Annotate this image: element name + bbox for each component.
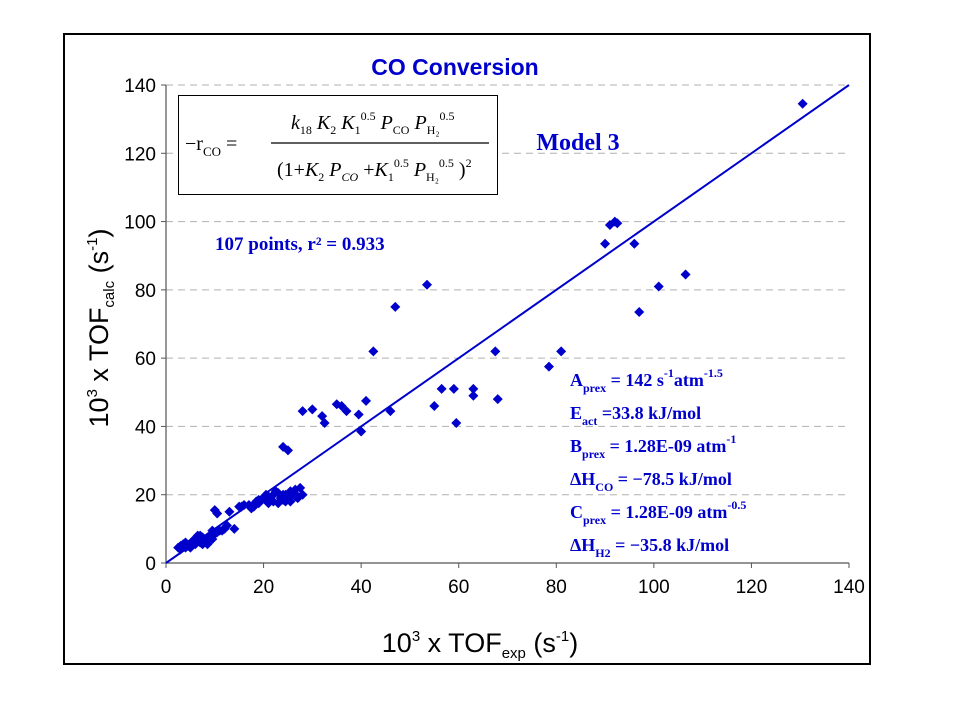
data-point-54 <box>341 406 352 417</box>
y-tick-label-120: 120 <box>124 144 156 165</box>
data-point-106 <box>195 530 206 541</box>
y-tick-labels: 0 20 40 60 80 100 120 140 <box>124 76 156 575</box>
data-point-100 <box>207 525 218 536</box>
data-point-20 <box>224 506 235 517</box>
data-point-99 <box>202 539 213 550</box>
data-points <box>173 98 808 555</box>
data-point-56 <box>356 426 367 437</box>
equation-lhs: −rCO = <box>185 133 237 159</box>
x-tick-label-0: 0 <box>161 577 172 598</box>
x-tick-label-100: 100 <box>638 577 670 598</box>
x-tick-label-80: 80 <box>546 577 567 598</box>
equation-denominator: (1+K2 PCO +K10.5 PH₂0.5 )2 <box>277 156 472 184</box>
data-point-88 <box>246 503 257 514</box>
data-point-18 <box>212 508 223 519</box>
parameter-3: ΔHCO = −78.5 kJ/mol <box>570 469 732 494</box>
data-point-55 <box>353 409 364 420</box>
data-point-89 <box>253 494 264 505</box>
data-point-59 <box>390 301 401 312</box>
data-point-76 <box>629 238 640 249</box>
x-axis-label: 103 x TOFexp (s-1) <box>382 628 578 662</box>
parameter-0: Aprex = 142 s-1atm-1.5 <box>570 366 723 395</box>
data-point-72 <box>600 238 611 249</box>
equation-numerator: k18 K2 K10.5 PCO PH₂0.5 <box>291 109 455 137</box>
data-point-101 <box>221 520 232 531</box>
data-point-65 <box>451 418 462 429</box>
parameter-2: Bprex = 1.28E-09 atm-1 <box>570 432 736 461</box>
y-tick-label-0: 0 <box>145 554 156 575</box>
data-point-68 <box>490 346 501 357</box>
data-point-75 <box>612 218 623 229</box>
y-tick-label-100: 100 <box>124 213 156 234</box>
data-point-105 <box>292 491 303 502</box>
x-tick-label-60: 60 <box>448 577 469 598</box>
data-point-79 <box>680 269 691 280</box>
x-tick-label-140: 140 <box>833 577 865 598</box>
data-point-62 <box>429 400 440 411</box>
data-point-48 <box>297 406 308 417</box>
x-tick-label-120: 120 <box>736 577 768 598</box>
data-point-78 <box>653 281 664 292</box>
data-point-98 <box>175 544 186 555</box>
data-point-66 <box>468 383 479 394</box>
parity-line-path <box>165 84 850 564</box>
data-point-63 <box>436 383 447 394</box>
y-axis-label: 103 x TOFcalc (s-1) <box>84 229 118 428</box>
x-tick-label-40: 40 <box>351 577 372 598</box>
data-point-60 <box>385 406 396 417</box>
data-point-103 <box>261 494 272 505</box>
axes <box>161 84 850 568</box>
data-point-61 <box>422 279 433 290</box>
fit-label: 107 points, r² = 0.933 <box>215 234 385 255</box>
data-point-104 <box>280 496 291 507</box>
data-point-102 <box>236 501 247 512</box>
parameter-5: ΔHH2 = −35.8 kJ/mol <box>570 535 729 560</box>
data-point-49 <box>307 404 318 415</box>
parameter-1: Eact =33.8 kJ/mol <box>570 403 701 428</box>
rate-equation-box: −rCO = k18 K2 K10.5 PCO PH₂0.5 (1+K2 PCO… <box>178 95 498 195</box>
y-tick-label-20: 20 <box>135 486 156 507</box>
data-point-69 <box>492 394 503 405</box>
y-tick-label-80: 80 <box>135 281 156 302</box>
data-point-70 <box>543 361 554 372</box>
y-tick-label-140: 140 <box>124 76 156 97</box>
data-point-67 <box>468 390 479 401</box>
data-point-51 <box>319 418 330 429</box>
chart-frame <box>63 33 871 665</box>
parameter-4: Cprex = 1.28E-09 atm-0.5 <box>570 498 746 527</box>
x-tick-label-20: 20 <box>253 577 274 598</box>
model-label: Model 3 <box>536 130 619 156</box>
data-point-92 <box>273 498 284 509</box>
data-point-21 <box>229 523 240 534</box>
chart-title: CO Conversion <box>371 54 538 80</box>
data-point-71 <box>556 346 567 357</box>
y-tick-label-60: 60 <box>135 349 156 370</box>
data-point-77 <box>634 307 645 318</box>
data-point-64 <box>448 383 459 394</box>
parameter-list: Aprex = 142 s-1atm-1.5 Eact =33.8 kJ/mol B… <box>570 366 746 560</box>
data-point-58 <box>368 346 379 357</box>
x-tick-labels: 0 20 40 60 80 100 120 140 <box>161 577 865 598</box>
y-tick-label-40: 40 <box>135 417 156 438</box>
data-point-47 <box>282 445 293 456</box>
data-point-57 <box>361 395 372 406</box>
data-point-80 <box>797 98 808 109</box>
parity-line <box>165 84 850 564</box>
